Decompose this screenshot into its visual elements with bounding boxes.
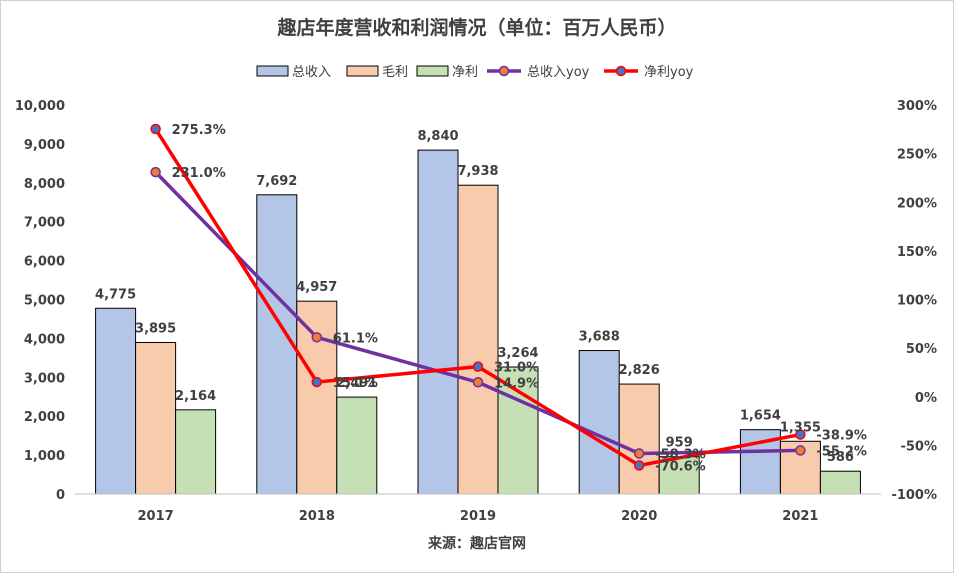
y-right-tick-label: -50% bbox=[900, 439, 937, 454]
y-left-tick-label: 2,000 bbox=[24, 410, 65, 425]
y-right-tick-label: 0% bbox=[915, 391, 937, 406]
legend-swatch-净利 bbox=[416, 65, 449, 77]
bar-data-label: 3,895 bbox=[135, 321, 176, 336]
y-left-tick-label: 5,000 bbox=[24, 294, 65, 309]
y-left-tick-label: 7,000 bbox=[24, 216, 65, 231]
bar-data-label: 7,692 bbox=[256, 174, 297, 189]
lines-layer bbox=[150, 123, 806, 471]
marker-总收入yoy bbox=[150, 166, 161, 178]
bar-data-label: 3,688 bbox=[579, 330, 620, 345]
legend-label: 总收入yoy bbox=[527, 65, 590, 80]
legend-marker-总收入yoy bbox=[498, 65, 510, 77]
legend-label: 净利yoy bbox=[644, 65, 694, 80]
axes-layer: 0 1,000 2,000 3,000 4,000 5,000 6,000 7,000 8,00… bbox=[15, 99, 937, 524]
y-right-tick-label: 300% bbox=[897, 99, 937, 114]
marker-总收入yoy bbox=[472, 377, 484, 388]
line-data-label: 14.9% bbox=[494, 376, 539, 391]
marker-总收入yoy bbox=[633, 448, 645, 459]
marker-净利yoy bbox=[472, 361, 484, 372]
labels-layer: 4,775 7,692 8,840 3,688 1,654 3,895 4,957 7,938… bbox=[95, 123, 867, 474]
line-data-label: 231.0% bbox=[172, 166, 226, 181]
bar-data-label: 2,826 bbox=[619, 363, 660, 378]
bar-毛利 bbox=[457, 184, 499, 495]
x-tick-label: 2019 bbox=[460, 509, 496, 524]
y-right-tick-label: -100% bbox=[891, 488, 937, 503]
line-data-label: 275.3% bbox=[172, 123, 226, 138]
y-left-tick-label: 3,000 bbox=[24, 371, 65, 386]
y-right-tick-label: 250% bbox=[897, 148, 937, 163]
legend-swatch-毛利 bbox=[346, 65, 379, 77]
bar-净利 bbox=[497, 366, 539, 495]
legend-label: 毛利 bbox=[382, 65, 408, 80]
marker-净利yoy bbox=[633, 460, 645, 471]
bar-data-label: 4,957 bbox=[296, 280, 337, 295]
marker-净利yoy bbox=[150, 123, 161, 135]
bar-data-label: 1,654 bbox=[740, 409, 781, 424]
bar-净利 bbox=[336, 396, 378, 495]
bar-总收入 bbox=[95, 307, 137, 495]
bars-layer bbox=[95, 149, 861, 495]
y-right-tick-label: 200% bbox=[897, 196, 937, 211]
y-left-tick-label: 0 bbox=[56, 488, 65, 503]
marker-总收入yoy bbox=[795, 445, 806, 456]
legend-marker-净利yoy bbox=[615, 65, 627, 77]
x-tick-label: 2017 bbox=[138, 509, 174, 524]
y-left-tick-label: 8,000 bbox=[24, 177, 65, 192]
line-data-label: 15.1% bbox=[333, 376, 378, 391]
legend-label: 净利 bbox=[452, 65, 478, 80]
legend-label: 总收入 bbox=[292, 65, 331, 80]
bar-总收入 bbox=[578, 350, 620, 495]
bar-data-label: 1,355 bbox=[780, 420, 821, 435]
legend-swatch-总收入 bbox=[256, 65, 289, 77]
bar-data-label: 7,938 bbox=[457, 164, 498, 179]
line-data-label: -38.9% bbox=[816, 429, 867, 444]
y-left-tick-label: 6,000 bbox=[24, 255, 65, 270]
bar-毛利 bbox=[296, 300, 338, 495]
bar-净利 bbox=[819, 470, 861, 495]
y-left-tick-label: 4,000 bbox=[24, 332, 65, 347]
bar-data-label: 959 bbox=[666, 436, 693, 451]
bar-毛利 bbox=[618, 383, 660, 495]
chart-source: 来源：趣店官网 bbox=[427, 535, 526, 552]
y-left-tick-label: 9,000 bbox=[24, 138, 65, 153]
line-data-label: -55.2% bbox=[816, 444, 867, 459]
bar-data-label: 4,775 bbox=[95, 287, 136, 302]
x-tick-label: 2021 bbox=[782, 509, 818, 524]
line-data-label: 31.0% bbox=[494, 361, 539, 376]
y-right-tick-label: 150% bbox=[897, 245, 937, 260]
bar-data-label: 8,840 bbox=[417, 129, 458, 144]
x-tick-label: 2020 bbox=[621, 509, 657, 524]
bar-data-label: 3,264 bbox=[497, 346, 538, 361]
marker-净利yoy bbox=[311, 376, 323, 388]
line-data-label: -58.3% bbox=[655, 447, 706, 462]
bar-毛利 bbox=[135, 341, 177, 495]
bar-data-label: 2,491 bbox=[336, 376, 377, 391]
chart-title: 趣店年度营收和利润情况（单位：百万人民币） bbox=[276, 16, 676, 39]
legend: 总收入 毛利 净利 总收入yoy 净利yoy bbox=[256, 65, 694, 80]
marker-总收入yoy bbox=[311, 332, 323, 343]
line-data-label: -70.6% bbox=[655, 459, 706, 474]
bar-data-label: 2,164 bbox=[175, 389, 216, 404]
bar-总收入 bbox=[417, 149, 459, 495]
bar-data-label: 586 bbox=[827, 450, 854, 465]
y-left-tick-label: 10,000 bbox=[15, 99, 65, 114]
bar-净利 bbox=[175, 409, 217, 495]
y-left-tick-label: 1,000 bbox=[24, 449, 65, 464]
y-right-tick-label: 50% bbox=[906, 342, 937, 357]
marker-净利yoy bbox=[795, 429, 806, 440]
x-tick-label: 2018 bbox=[299, 509, 335, 524]
line-data-label: 61.1% bbox=[333, 331, 378, 346]
bar-总收入 bbox=[256, 194, 298, 495]
y-right-tick-label: 100% bbox=[897, 294, 937, 309]
